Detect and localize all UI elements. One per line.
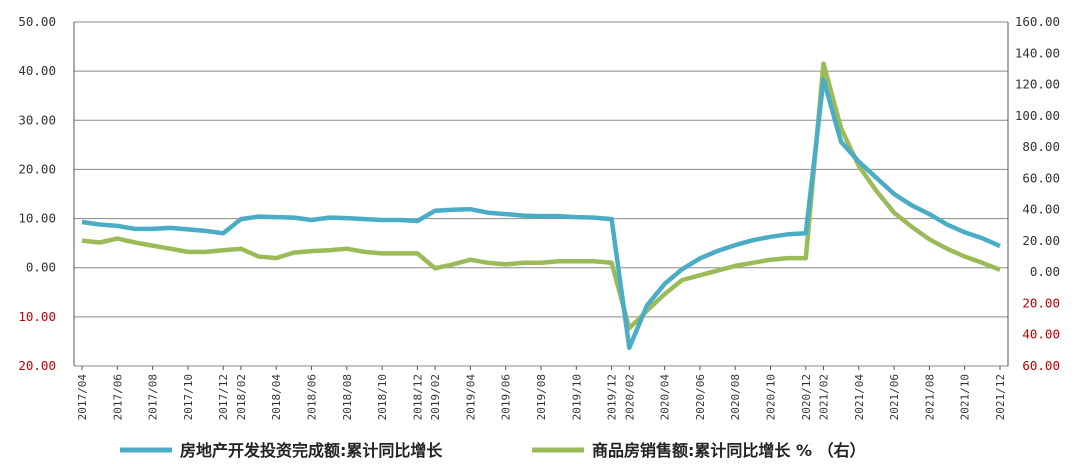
right-tick-label: 100.00 [1015, 108, 1060, 123]
right-tick-label: 0.00 [1030, 264, 1060, 279]
gridlines [74, 21, 1008, 367]
x-tick-label: 2019/04 [464, 374, 477, 421]
x-tick-label: 2021/06 [888, 374, 901, 420]
left-tick-label: 20.00 [18, 358, 56, 373]
x-tick-label: 2020/06 [694, 374, 707, 420]
x-tick-label: 2017/08 [147, 374, 160, 420]
left-axis-ticks: 50.00 40.00 30.00 20.00 10.00 0.00 10.00 20.00 [18, 14, 56, 373]
legend: 房地产开发投资完成额:累计同比增长 商品房销售额:累计同比增长 % （右） [120, 441, 866, 460]
legend-label-investment: 房地产开发投资完成额:累计同比增长 [180, 441, 443, 460]
x-tick-label: 2021/02 [817, 374, 830, 420]
x-tick-label: 2019/02 [429, 374, 442, 420]
right-tick-label: 60.00 [1022, 170, 1060, 185]
x-tick-label: 2018/02 [235, 374, 248, 420]
left-tick-label: 40.00 [18, 63, 56, 78]
x-tick-label: 2020/08 [729, 374, 742, 420]
left-tick-label: 20.00 [18, 161, 56, 176]
series-line-sales [81, 61, 1001, 331]
right-tick-label: 120.00 [1015, 77, 1060, 92]
x-tick-label: 2017/10 [182, 374, 195, 420]
left-tick-label: 50.00 [18, 14, 56, 29]
x-tick-label: 2021/12 [994, 374, 1007, 420]
right-tick-label: 160.00 [1015, 14, 1060, 29]
x-tick-label: 2021/04 [853, 374, 866, 421]
right-tick-label: 20.00 [1022, 233, 1060, 248]
x-tick-label: 2018/10 [376, 374, 389, 420]
x-tick-label: 2021/08 [923, 374, 936, 420]
x-tick-label: 2018/06 [306, 374, 319, 420]
legend-label-sales: 商品房销售额:累计同比增长 % （右） [592, 441, 866, 460]
x-tick-label: 2019/06 [500, 374, 513, 420]
x-tick-label: 2017/12 [217, 374, 230, 420]
x-tick-label: 2018/04 [270, 374, 283, 421]
x-tick-label: 2018/08 [341, 374, 354, 420]
x-tick-label: 2019/10 [570, 374, 583, 420]
x-tick-label: 2020/10 [765, 374, 778, 420]
x-tick-label: 2020/12 [800, 374, 813, 420]
axes [73, 22, 1009, 366]
right-tick-label: 140.00 [1015, 45, 1060, 60]
x-tick-label: 2021/10 [959, 374, 972, 420]
right-tick-label: 60.00 [1022, 358, 1060, 373]
x-tick-label: 2017/06 [111, 374, 124, 420]
right-tick-label: 80.00 [1022, 139, 1060, 154]
left-tick-label: 0.00 [26, 260, 56, 275]
left-tick-label: 30.00 [18, 112, 56, 127]
x-tick-label: 2018/12 [411, 374, 424, 420]
right-tick-label: 20.00 [1022, 295, 1060, 310]
x-tick-label: 2020/02 [623, 374, 636, 420]
series-lines [81, 61, 1001, 351]
left-tick-label: 10.00 [18, 211, 56, 226]
left-tick-label: 10.00 [18, 309, 56, 324]
x-tick-label: 2019/08 [535, 374, 548, 420]
right-tick-label: 40.00 [1022, 202, 1060, 217]
x-tick-label: 2017/04 [76, 374, 89, 421]
x-tick-label: 2020/04 [659, 374, 672, 421]
x-axis-ticks: 2017/04 2017/06 2017/08 2017/10 2017/12 2018/… [76, 366, 1007, 420]
x-tick-label: 2019/12 [606, 374, 619, 420]
series-line-investment [81, 77, 1001, 351]
right-tick-label: 40.00 [1022, 327, 1060, 342]
right-axis-ticks: 160.00 140.00 120.00 100.00 80.00 60.00 40.00 2… [1015, 14, 1060, 373]
